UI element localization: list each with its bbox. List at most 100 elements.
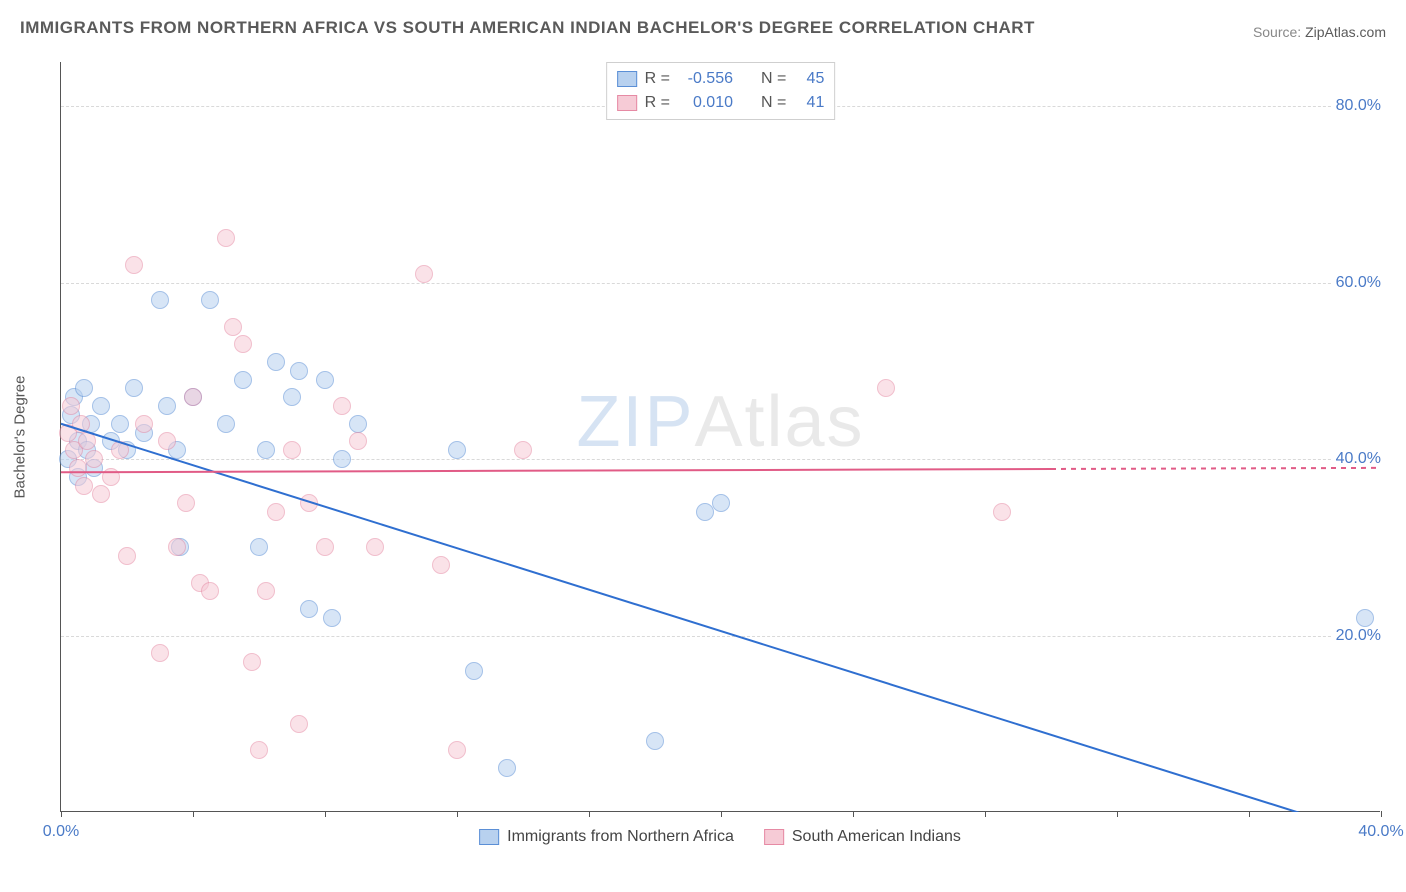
x-tick (193, 811, 194, 817)
x-tick (61, 811, 62, 817)
scatter-point (349, 432, 367, 450)
scatter-point (267, 353, 285, 371)
scatter-point (234, 371, 252, 389)
x-tick (457, 811, 458, 817)
scatter-point (323, 609, 341, 627)
scatter-point (250, 741, 268, 759)
y-tick-label: 20.0% (1332, 627, 1385, 645)
scatter-point (465, 662, 483, 680)
scatter-point (75, 477, 93, 495)
scatter-point (125, 256, 143, 274)
legend-label: Immigrants from Northern Africa (507, 828, 734, 846)
x-tick (1117, 811, 1118, 817)
scatter-point (168, 538, 186, 556)
series-legend: Immigrants from Northern Africa South Ame… (479, 828, 961, 846)
legend-item: South American Indians (764, 828, 961, 846)
scatter-point (135, 415, 153, 433)
source-value: ZipAtlas.com (1305, 24, 1386, 40)
scatter-point (92, 485, 110, 503)
legend-item: Immigrants from Northern Africa (479, 828, 734, 846)
legend-swatch (479, 829, 499, 845)
scatter-point (432, 556, 450, 574)
scatter-point (158, 397, 176, 415)
r-label: R = (645, 91, 670, 115)
x-tick-label: 0.0% (43, 823, 79, 841)
scatter-point (257, 441, 275, 459)
stat-legend-row: R =0.010N =41 (617, 91, 825, 115)
y-axis-title: Bachelor's Degree (12, 376, 29, 499)
scatter-point (712, 494, 730, 512)
scatter-point (448, 441, 466, 459)
legend-label: South American Indians (792, 828, 961, 846)
scatter-point (316, 538, 334, 556)
n-label: N = (761, 67, 786, 91)
scatter-point (111, 415, 129, 433)
scatter-point (92, 397, 110, 415)
scatter-point (646, 732, 664, 750)
scatter-point (158, 432, 176, 450)
scatter-point (333, 450, 351, 468)
trend-lines-svg (61, 62, 1381, 812)
scatter-point (72, 415, 90, 433)
scatter-point (300, 600, 318, 618)
stat-legend-row: R = -0.556 N = 45 (617, 67, 825, 91)
y-tick-label: 40.0% (1332, 450, 1385, 468)
scatter-point (234, 335, 252, 353)
scatter-point (333, 397, 351, 415)
scatter-point (69, 459, 87, 477)
scatter-point (201, 582, 219, 600)
x-tick (1381, 811, 1382, 817)
scatter-point (125, 379, 143, 397)
scatter-point (102, 468, 120, 486)
scatter-point (217, 415, 235, 433)
scatter-point (177, 494, 195, 512)
scatter-point (448, 741, 466, 759)
scatter-point (514, 441, 532, 459)
scatter-point (151, 291, 169, 309)
scatter-point (498, 759, 516, 777)
y-tick-label: 60.0% (1332, 274, 1385, 292)
legend-swatch (764, 829, 784, 845)
x-tick (985, 811, 986, 817)
x-tick (1249, 811, 1250, 817)
legend-swatch (617, 95, 637, 111)
scatter-point (224, 318, 242, 336)
scatter-point (877, 379, 895, 397)
scatter-point (283, 441, 301, 459)
watermark: ZIPAtlas (576, 381, 864, 463)
legend-swatch (617, 71, 637, 87)
x-tick (589, 811, 590, 817)
scatter-point (290, 362, 308, 380)
scatter-point (415, 265, 433, 283)
scatter-point (75, 379, 93, 397)
scatter-point (300, 494, 318, 512)
scatter-point (1356, 609, 1374, 627)
scatter-point (217, 229, 235, 247)
chart-title: IMMIGRANTS FROM NORTHERN AFRICA VS SOUTH… (20, 18, 1035, 38)
x-tick-label: 40.0% (1358, 823, 1403, 841)
gridline (61, 459, 1381, 460)
x-tick (325, 811, 326, 817)
x-tick (721, 811, 722, 817)
n-value: 45 (794, 67, 824, 91)
scatter-point (201, 291, 219, 309)
scatter-point (257, 582, 275, 600)
r-value: -0.556 (678, 67, 733, 91)
source-attribution: Source: ZipAtlas.com (1253, 24, 1386, 40)
scatter-point (250, 538, 268, 556)
y-tick-label: 80.0% (1332, 97, 1385, 115)
scatter-point (111, 441, 129, 459)
n-value: 41 (794, 91, 824, 115)
scatter-point (349, 415, 367, 433)
watermark-atlas: Atlas (694, 382, 864, 462)
scatter-point (316, 371, 334, 389)
scatter-point (78, 432, 96, 450)
gridline (61, 283, 1381, 284)
plot-region: ZIPAtlas R =-0.556N =45R =0.010N =41 20.… (60, 62, 1380, 812)
scatter-point (118, 547, 136, 565)
r-value: 0.010 (678, 91, 733, 115)
scatter-point (151, 644, 169, 662)
r-label: R = (645, 67, 670, 91)
scatter-point (62, 397, 80, 415)
scatter-point (85, 450, 103, 468)
